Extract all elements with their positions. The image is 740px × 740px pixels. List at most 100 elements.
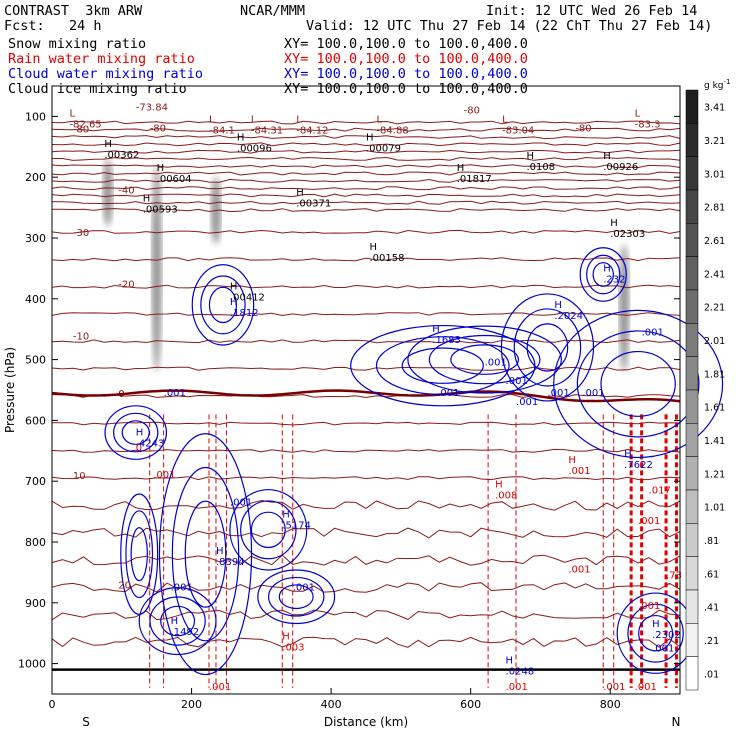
high-label: .001 — [568, 466, 590, 477]
value-label: .001 — [547, 388, 569, 399]
high-label: .5174 — [282, 521, 311, 532]
high-label: H — [216, 546, 224, 557]
cloud-water-contour — [257, 569, 336, 625]
temp-contour-line — [51, 476, 681, 481]
low-label: L — [209, 114, 215, 125]
high-label: H — [296, 187, 304, 198]
high-label: H — [282, 510, 290, 521]
value-label: .001 — [230, 498, 252, 509]
x-tick-label: 0 — [49, 698, 56, 711]
colorbar-label: 2.81 — [704, 203, 725, 214]
colorbar-swatch — [685, 556, 699, 591]
high-label: .01817 — [457, 174, 492, 185]
value-label: .001 — [164, 388, 186, 399]
high-label: .1812 — [230, 308, 259, 319]
high-label: H — [457, 163, 465, 174]
colorbar-swatch — [685, 656, 699, 691]
y-tick-label: 200 — [25, 171, 46, 184]
y-tick-label: 300 — [25, 232, 46, 245]
x-axis-title: Distance (km) — [324, 715, 408, 729]
snow-max-0 — [102, 158, 113, 226]
temp-contour-line — [51, 554, 681, 566]
cloud-water-contour — [592, 262, 614, 287]
cloud-water-contour — [250, 511, 286, 549]
cloud-water-contour — [526, 323, 569, 372]
high-label: H — [526, 151, 534, 162]
high-label: H — [171, 616, 179, 627]
chart-title: CONTRAST 3km ARW — [4, 3, 143, 19]
colorbar-swatch — [685, 356, 699, 391]
colorbar-swatch — [685, 389, 699, 424]
temp-contour-line — [51, 527, 681, 539]
temp-contour-line — [51, 171, 681, 176]
value-label: .001 — [516, 397, 538, 408]
temp-label: -30 — [73, 228, 89, 239]
value-label: .001 — [485, 358, 507, 369]
temp-contour-line — [51, 448, 681, 453]
cloud-water-contour — [229, 489, 308, 571]
forecast-hour: Fcst: 24 h — [4, 18, 102, 34]
low-label: -80 — [150, 124, 166, 135]
high-label: .2024 — [554, 311, 583, 322]
colorbar-label: 2.01 — [704, 336, 725, 347]
cloud-water-contour — [184, 500, 227, 608]
colorbar-label: .01 — [704, 669, 719, 680]
colorbar-label: 2.61 — [704, 236, 725, 247]
field-cloudwater-xy: XY= 100.0,100.0 to 100.0,400.0 — [284, 66, 528, 82]
high-label: .00096 — [237, 144, 272, 155]
colorbar-swatch — [685, 623, 699, 657]
cloud-water-contour — [208, 286, 238, 324]
temp-contour-line — [51, 229, 681, 234]
temp-label: -10 — [73, 331, 89, 342]
plot-frame — [51, 85, 681, 695]
value-label: .017 — [649, 485, 671, 496]
cloud-water-contour — [450, 344, 519, 375]
high-label: .00604 — [157, 174, 192, 185]
high-label: H — [603, 263, 611, 274]
x-tick-label: 800 — [600, 698, 621, 711]
high-label: .00371 — [296, 198, 331, 209]
colorbar-label: .61 — [704, 569, 719, 580]
low-label: -84.88 — [376, 125, 408, 136]
colorbar-swatch — [685, 589, 699, 624]
cloud-water-contour — [240, 500, 297, 560]
high-label: .00362 — [104, 150, 139, 161]
cloud-water-contour — [375, 336, 510, 396]
value-label: .001 — [209, 682, 231, 693]
value-label: .001 — [638, 601, 660, 612]
temp-contour-line — [51, 421, 681, 426]
value-label: .001 — [171, 583, 193, 594]
temp-contour-line — [51, 193, 681, 198]
temp-contour-line — [51, 120, 681, 125]
colorbar-label: 2.41 — [704, 269, 725, 280]
value-label: .001 — [652, 643, 674, 654]
value-label: .001 — [582, 388, 604, 399]
high-label: .003 — [282, 642, 304, 653]
high-label: H — [366, 133, 374, 144]
temp-contour-line — [51, 339, 681, 344]
temp-contour-line — [52, 156, 681, 161]
y-tick-label: 100 — [25, 110, 46, 123]
field-rain-xy: XY= 100.0,100.0 to 100.0,400.0 — [284, 51, 528, 67]
colorbar-swatch — [685, 156, 699, 191]
high-label: .7622 — [624, 460, 653, 471]
freezing-level-line — [51, 389, 681, 403]
high-label: H — [568, 455, 576, 466]
low-label: -84.1 — [209, 125, 235, 136]
cloud-water-contour — [171, 466, 240, 642]
field-snow-name: Snow mixing ratio — [8, 36, 147, 52]
value-label: .001 — [635, 682, 657, 693]
temp-contour-line — [51, 257, 681, 262]
temp-contour-line — [51, 366, 681, 371]
value-label: .001 — [603, 682, 625, 693]
high-label: H — [143, 194, 151, 205]
colorbar-label: 1.61 — [704, 403, 725, 414]
colorbar-label: 1.01 — [704, 503, 725, 514]
x-tick-label: 400 — [321, 698, 342, 711]
y-tick-label: 800 — [25, 536, 46, 549]
value-label: .001 — [642, 327, 664, 338]
cloud-water-contour — [267, 576, 325, 617]
high-label: H — [369, 242, 377, 253]
high-label: .00593 — [143, 205, 178, 216]
